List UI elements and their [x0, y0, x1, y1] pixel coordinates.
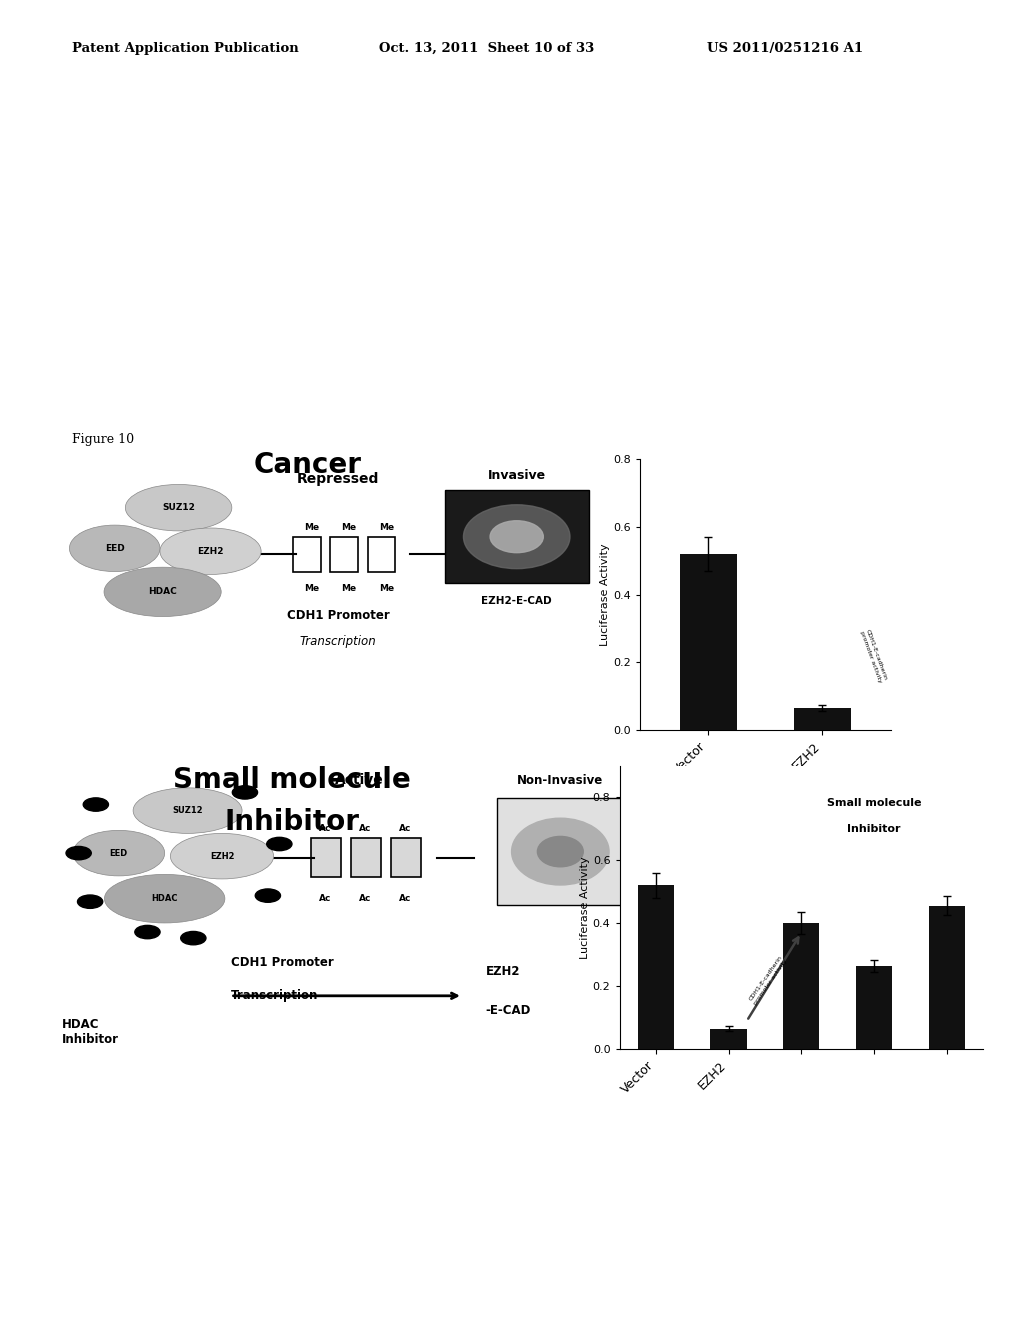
Ellipse shape: [73, 830, 165, 876]
Text: Me: Me: [341, 585, 356, 594]
Text: Cancer: Cancer: [253, 451, 361, 479]
Text: Ac: Ac: [319, 824, 332, 833]
Bar: [351, 838, 381, 878]
Text: Ac: Ac: [399, 824, 412, 833]
Text: Small molecule: Small molecule: [826, 799, 922, 808]
Ellipse shape: [512, 818, 609, 884]
Bar: [783, 923, 819, 1049]
Text: Ac: Ac: [359, 824, 372, 833]
Text: Active: Active: [335, 774, 384, 787]
Ellipse shape: [170, 833, 273, 879]
Text: Inhibitor: Inhibitor: [847, 824, 901, 834]
Text: EZH2: EZH2: [210, 851, 234, 861]
Text: EED: EED: [104, 544, 125, 553]
Bar: [498, 799, 624, 904]
Ellipse shape: [490, 520, 544, 553]
Text: Me: Me: [379, 524, 394, 532]
Text: SUZ12: SUZ12: [162, 503, 195, 512]
Bar: [794, 708, 851, 730]
Text: Me: Me: [379, 585, 394, 594]
Text: Ac: Ac: [359, 894, 372, 903]
Y-axis label: Luciferase Activity: Luciferase Activity: [580, 857, 590, 958]
Bar: [331, 537, 358, 572]
Bar: [711, 1028, 746, 1049]
Ellipse shape: [125, 484, 231, 531]
Text: EZH2-E-CAD: EZH2-E-CAD: [481, 595, 552, 606]
Text: Me: Me: [341, 524, 356, 532]
Text: Inhibitor: Inhibitor: [224, 808, 359, 836]
Ellipse shape: [133, 788, 242, 833]
Bar: [391, 838, 421, 878]
Circle shape: [232, 785, 258, 799]
Text: Patent Application Publication: Patent Application Publication: [72, 42, 298, 55]
Bar: [929, 906, 965, 1049]
Text: US 2011/0251216 A1: US 2011/0251216 A1: [707, 42, 862, 55]
Ellipse shape: [70, 525, 160, 572]
Text: HDAC: HDAC: [152, 894, 178, 903]
Bar: [856, 966, 892, 1049]
Text: CDH1-E-cadherin
promoter activity: CDH1-E-cadherin promoter activity: [859, 628, 888, 684]
Ellipse shape: [538, 837, 584, 867]
Text: Me: Me: [304, 585, 319, 594]
Ellipse shape: [104, 874, 225, 923]
Circle shape: [255, 888, 281, 903]
Bar: [680, 554, 737, 730]
Text: Ac: Ac: [319, 894, 332, 903]
Circle shape: [180, 932, 206, 945]
Text: HDAC: HDAC: [148, 587, 177, 597]
Text: CDH1 Promoter: CDH1 Promoter: [287, 609, 390, 622]
Bar: [368, 537, 395, 572]
Text: Transcription: Transcription: [230, 989, 318, 1002]
Bar: [311, 838, 341, 878]
Bar: [293, 537, 321, 572]
Circle shape: [266, 837, 292, 850]
Circle shape: [135, 925, 160, 939]
Text: Repressed: Repressed: [297, 471, 380, 486]
Text: Invasive: Invasive: [487, 469, 546, 482]
Ellipse shape: [464, 504, 570, 569]
Text: Me: Me: [304, 524, 319, 532]
Circle shape: [83, 797, 109, 812]
Text: CDH1-E-cadherin
promoter activity: CDH1-E-cadherin promoter activity: [749, 954, 788, 1006]
Text: EZH2: EZH2: [485, 965, 520, 978]
Text: EZH2: EZH2: [198, 546, 224, 556]
Y-axis label: Luciferase Activity: Luciferase Activity: [600, 544, 610, 645]
Bar: [638, 886, 674, 1049]
Text: Ac: Ac: [399, 894, 412, 903]
Text: SUZ12: SUZ12: [172, 807, 203, 816]
Ellipse shape: [160, 528, 261, 574]
Text: Oct. 13, 2011  Sheet 10 of 33: Oct. 13, 2011 Sheet 10 of 33: [379, 42, 594, 55]
Text: HDAC
Inhibitor: HDAC Inhibitor: [61, 1018, 119, 1047]
Bar: [444, 490, 589, 583]
Circle shape: [78, 895, 102, 908]
Text: EED: EED: [110, 849, 128, 858]
Text: CDH1 Promoter: CDH1 Promoter: [230, 956, 334, 969]
Text: Small molecule: Small molecule: [173, 766, 411, 793]
Text: Transcription: Transcription: [300, 635, 377, 648]
Circle shape: [66, 846, 91, 859]
Text: -E-CAD: -E-CAD: [485, 1005, 531, 1018]
Text: Non-Invasive: Non-Invasive: [517, 774, 603, 787]
Ellipse shape: [104, 568, 221, 616]
Text: Figure 10: Figure 10: [72, 433, 134, 446]
